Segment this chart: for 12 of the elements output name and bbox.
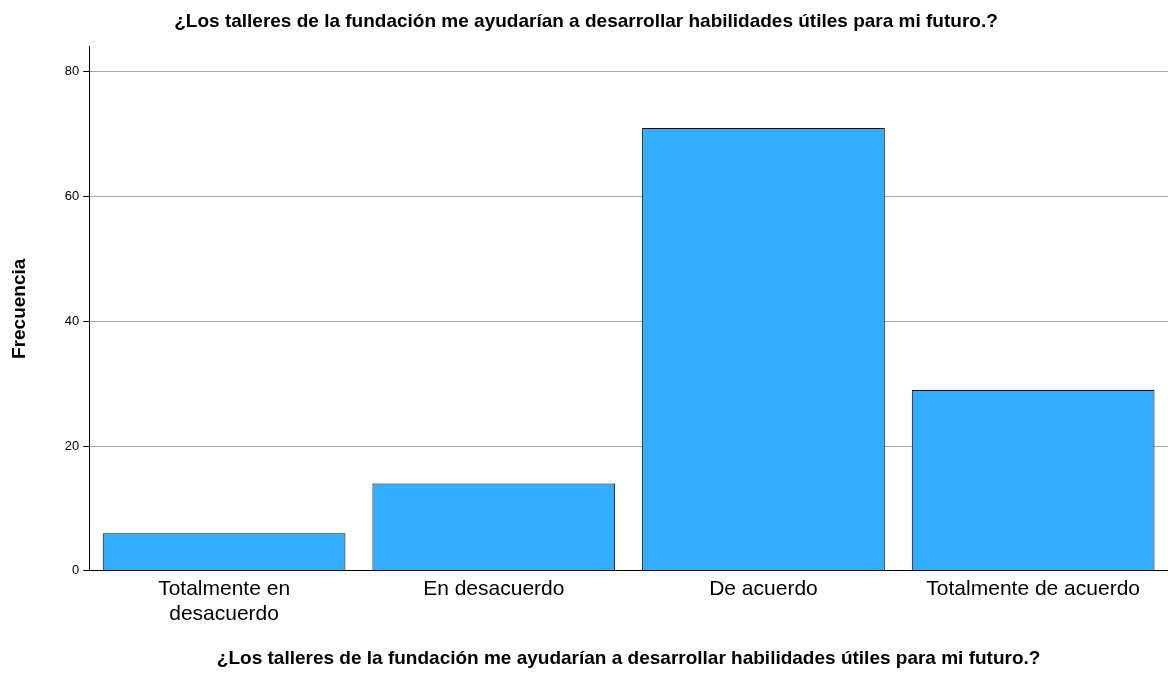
x-tick-label: En desacuerdo [423,576,565,600]
y-tick-label: 20 [64,437,80,453]
x-tick-label: De acuerdo [709,576,818,600]
x-tick-label: Totalmente en desacuerdo [158,576,291,625]
y-tick-label: 60 [64,188,80,204]
y-tick-label: 40 [64,312,80,328]
y-axis-title: Frecuencia [7,258,29,359]
chart-title: ¿Los talleres de la fundación me ayudarían a desarrollar habilidades útiles para mi futuro.? [174,9,998,31]
y-tick-label: 80 [64,63,80,79]
x-tick-label: Totalmente de acuerdo [926,576,1140,600]
x-axis-title: ¿Los talleres de la fundación me ayudarían a desarrollar habilidades útiles para mi futuro.? [216,646,1041,668]
y-tick-label: 0 [72,562,80,578]
